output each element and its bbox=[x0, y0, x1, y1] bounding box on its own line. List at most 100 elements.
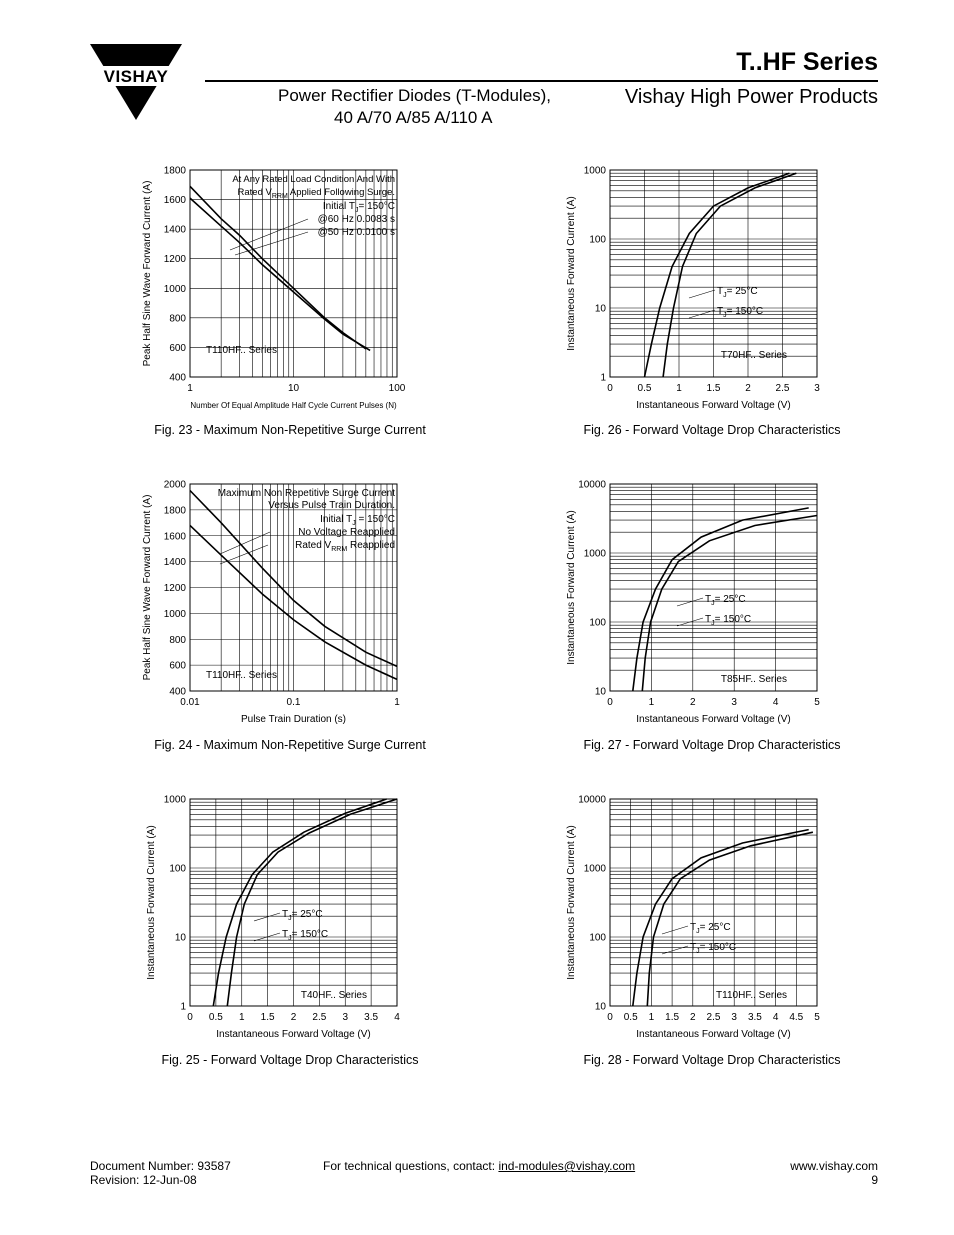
series-title: T..HF Series bbox=[736, 48, 878, 76]
x-tick-label: 0 bbox=[607, 383, 613, 394]
y-axis-label: Instantaneous Forward Current (A) bbox=[566, 825, 577, 980]
fig26-grid bbox=[609, 170, 818, 378]
series-line-0 bbox=[212, 798, 387, 1007]
header-divider bbox=[205, 80, 878, 82]
legend-entry-1: TJ= 150°C bbox=[282, 929, 328, 942]
x-tick-label: 3.5 bbox=[364, 1012, 378, 1023]
y-tick-label: 10000 bbox=[578, 795, 606, 806]
x-tick-label: 1 bbox=[394, 697, 400, 708]
x-tick-label: 3 bbox=[814, 383, 820, 394]
series-line-1 bbox=[662, 172, 797, 378]
y-tick-label: 1600 bbox=[164, 531, 187, 542]
series-line-0 bbox=[189, 489, 398, 668]
website-link[interactable]: www.vishay.com bbox=[790, 1159, 878, 1173]
x-tick-label: 2 bbox=[745, 383, 751, 394]
contact-prefix: For technical questions, contact: bbox=[323, 1159, 499, 1173]
x-axis-label: Instantaneous Forward Voltage (V) bbox=[636, 714, 791, 725]
annotation-line2: Rated VRRM Applied Following Surge. bbox=[238, 187, 396, 200]
legend-entry-0-part-2: = 25°C bbox=[715, 594, 746, 605]
annotation-no-voltage: No Voltage Reapplied bbox=[298, 527, 395, 538]
legend-entry-0-part-2: = 25°C bbox=[700, 922, 731, 933]
series-line-0 bbox=[632, 828, 809, 1007]
fig27-frame bbox=[609, 483, 818, 692]
y-tick-label: 600 bbox=[169, 661, 186, 672]
leader-line bbox=[253, 912, 281, 922]
x-tick-label: 3 bbox=[342, 1012, 348, 1023]
annotation-tj-part: J bbox=[352, 520, 356, 527]
footer-right: www.vishay.com 9 bbox=[790, 1159, 878, 1187]
series-line-0 bbox=[643, 172, 790, 378]
legend-entry-1-part-0: T bbox=[705, 614, 711, 625]
leader-line bbox=[688, 309, 716, 319]
fig28-caption: Fig. 28 - Forward Voltage Drop Character… bbox=[583, 1053, 841, 1067]
annotation-initial-tj: Initial TJ= 150°C bbox=[323, 201, 395, 214]
leader-line bbox=[229, 218, 309, 251]
y-tick-label: 800 bbox=[169, 313, 186, 324]
x-tick-label: 4 bbox=[773, 1012, 779, 1023]
legend-entry-1: TJ= 150°C bbox=[690, 942, 736, 955]
series-label: T40HF.. Series bbox=[301, 990, 367, 1001]
x-tick-label: 0.5 bbox=[638, 383, 652, 394]
x-tick-label: 4 bbox=[773, 697, 779, 708]
leader-line bbox=[219, 531, 271, 555]
fig27-chart: 0 1 2 3 4 5 10 100 1000 10000 Instantaneous Forwar… bbox=[566, 480, 820, 726]
legend-entry-1: TJ= 150°C bbox=[717, 306, 763, 319]
subtitle-line1: Power Rectifier Diodes (T-Modules), bbox=[278, 86, 552, 105]
series-line-0 bbox=[189, 185, 367, 350]
fig25-chart: 0 0.5 1 1.5 2 2.5 3 3.5 4 1 10 100 1000 Instantaneous… bbox=[146, 795, 400, 1041]
y-axis-label: Peak Half Sine Wave Forward Current (A) bbox=[142, 181, 153, 367]
fig25-caption: Fig. 25 - Forward Voltage Drop Character… bbox=[161, 1053, 419, 1067]
legend-entry-0: TJ= 25°C bbox=[282, 909, 323, 922]
y-tick-label: 10 bbox=[595, 304, 607, 315]
fig23-chart: 1 10 100 400 600 800 1000 1200 1400 1600 1800 Numbe… bbox=[142, 166, 406, 411]
fig28-grid bbox=[609, 799, 818, 1007]
vishay-triangle-logo: VISHAY bbox=[88, 44, 184, 120]
x-tick-label: 3.5 bbox=[748, 1012, 762, 1023]
x-tick-label: 0 bbox=[607, 697, 613, 708]
fig24-caption: Fig. 24 - Maximum Non-Repetitive Surge C… bbox=[154, 738, 426, 752]
annotation-rated-v: Rated V bbox=[238, 187, 273, 198]
legend-entry-0-part-1: J bbox=[696, 928, 700, 935]
annotation-tj-part: Initial T bbox=[323, 201, 355, 212]
series-line-1 bbox=[189, 197, 371, 352]
x-tick-label: 4.5 bbox=[789, 1012, 803, 1023]
legend-entry-0-part-0: T bbox=[282, 909, 288, 920]
x-tick-label: 2.5 bbox=[707, 1012, 721, 1023]
x-tick-label: 2 bbox=[690, 697, 696, 708]
annotation-60hz: @60 Hz 0.0083 s bbox=[318, 214, 395, 225]
y-tick-label: 1 bbox=[600, 373, 606, 384]
fig26-chart: 0 0.5 1 1.5 2 2.5 3 1 10 100 1000 Instantaneous For… bbox=[566, 166, 820, 412]
x-tick-label: 1.5 bbox=[261, 1012, 275, 1023]
fig25-grid bbox=[189, 799, 398, 1007]
page-number: 9 bbox=[871, 1173, 878, 1187]
legend-entry-0-part-1: J bbox=[711, 600, 715, 607]
series-label: T70HF.. Series bbox=[721, 350, 787, 361]
x-tick-label: 1 bbox=[187, 383, 193, 394]
series-line-1 bbox=[189, 524, 398, 681]
y-tick-label: 1800 bbox=[164, 505, 187, 516]
x-tick-label: 2.5 bbox=[312, 1012, 326, 1023]
annotation-applied: Applied Following Surge. bbox=[288, 187, 395, 198]
annotation-vrrm-part: Reapplied bbox=[347, 540, 395, 551]
series-label: T85HF.. Series bbox=[721, 674, 787, 685]
leader-line bbox=[676, 617, 704, 627]
annotation-line1: Maximum Non Repetitive Surge Current bbox=[218, 488, 396, 499]
x-tick-label: 1.5 bbox=[707, 383, 721, 394]
fig27-caption: Fig. 27 - Forward Voltage Drop Character… bbox=[583, 738, 841, 752]
footer-contact: For technical questions, contact: ind-mo… bbox=[323, 1159, 635, 1173]
x-tick-label: 1 bbox=[649, 697, 655, 708]
leader-line bbox=[688, 289, 716, 299]
y-tick-label: 1000 bbox=[164, 609, 187, 620]
logo-text: VISHAY bbox=[104, 67, 169, 86]
y-tick-label: 1000 bbox=[584, 549, 607, 560]
annotation-tj-part: J bbox=[355, 207, 359, 214]
contact-email-link[interactable]: ind-modules@vishay.com bbox=[498, 1159, 636, 1173]
annotation-rated-vrrm: Rated VRRM Reapplied bbox=[295, 540, 395, 553]
x-tick-label: 0.5 bbox=[624, 1012, 638, 1023]
legend-entry-1-part-1: J bbox=[711, 620, 715, 627]
legend-entry-1-part-0: T bbox=[717, 306, 723, 317]
x-axis-label: Pulse Train Duration (s) bbox=[241, 714, 346, 725]
y-tick-label: 1200 bbox=[164, 254, 187, 265]
x-tick-label: 2 bbox=[690, 1012, 696, 1023]
leader-line bbox=[253, 932, 281, 942]
